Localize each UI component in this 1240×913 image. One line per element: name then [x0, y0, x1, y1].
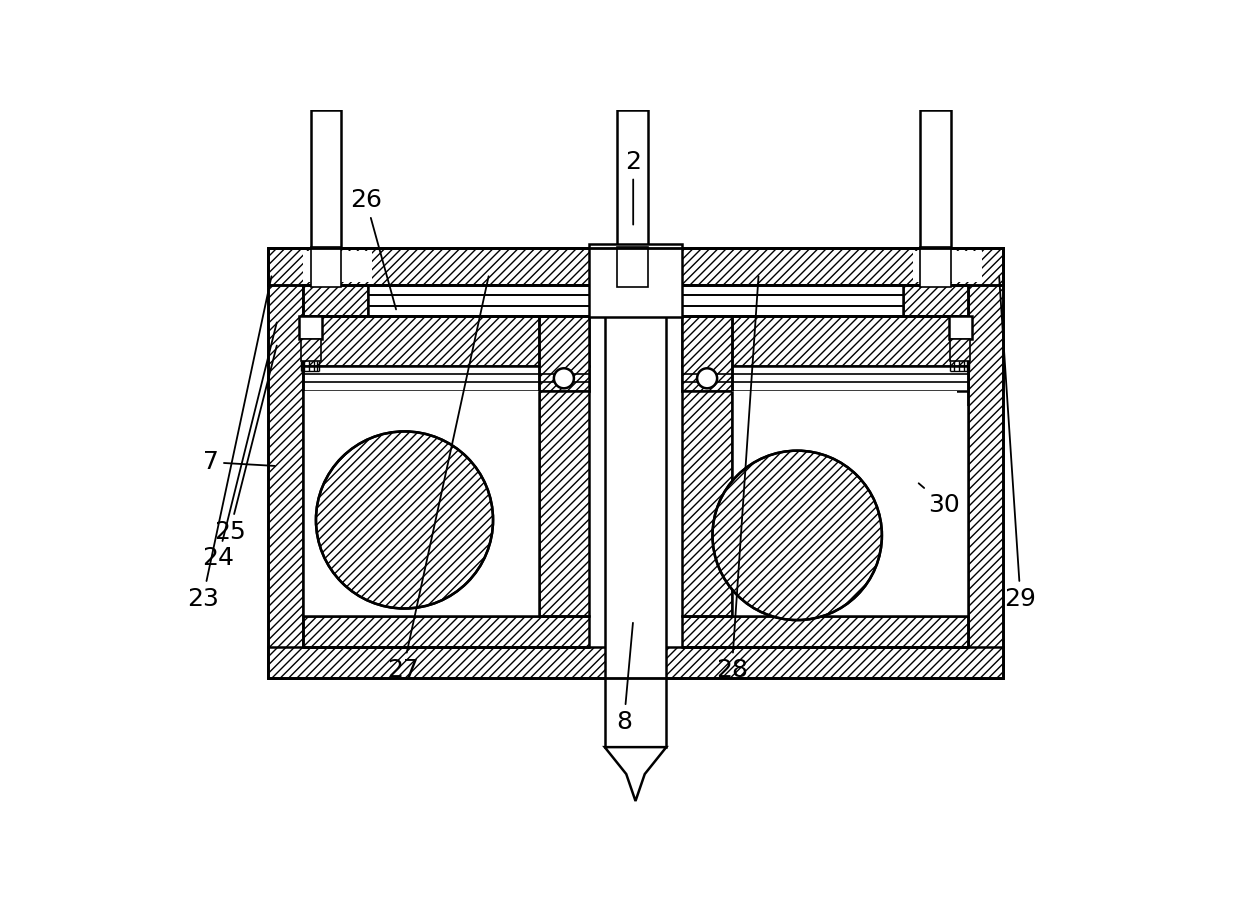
Bar: [303, 285, 968, 316]
Bar: [920, 247, 951, 287]
Bar: [268, 647, 1003, 677]
Bar: [303, 316, 589, 366]
Bar: [310, 247, 341, 287]
Bar: [303, 366, 589, 391]
Bar: [303, 251, 372, 282]
Text: 2: 2: [625, 150, 641, 225]
Bar: [589, 244, 682, 318]
Text: 30: 30: [919, 483, 960, 517]
Bar: [605, 316, 666, 747]
Bar: [299, 316, 322, 339]
Text: 25: 25: [213, 345, 277, 543]
Bar: [920, 110, 951, 248]
Circle shape: [713, 451, 882, 620]
Bar: [605, 251, 675, 282]
Text: 29: 29: [999, 277, 1037, 611]
Bar: [539, 366, 589, 391]
Text: 26: 26: [350, 188, 396, 310]
Bar: [300, 339, 321, 361]
Bar: [368, 285, 903, 316]
Bar: [618, 247, 647, 287]
Text: 27: 27: [387, 277, 489, 682]
Text: 7: 7: [202, 450, 275, 474]
Bar: [682, 316, 968, 366]
Bar: [618, 110, 647, 248]
Bar: [950, 339, 971, 361]
Bar: [268, 248, 303, 677]
Bar: [913, 251, 982, 282]
Bar: [268, 248, 1003, 677]
Bar: [303, 391, 539, 616]
Bar: [903, 285, 968, 316]
Bar: [682, 616, 968, 647]
Bar: [949, 316, 972, 339]
Bar: [682, 316, 732, 391]
Text: 24: 24: [202, 322, 277, 571]
Bar: [303, 285, 368, 316]
Text: 8: 8: [616, 623, 632, 734]
Circle shape: [554, 368, 574, 388]
Circle shape: [316, 432, 494, 609]
Bar: [968, 248, 1003, 677]
Text: 23: 23: [187, 277, 272, 611]
Text: 28: 28: [715, 277, 759, 682]
Bar: [539, 316, 589, 391]
Bar: [732, 391, 968, 616]
Polygon shape: [605, 747, 666, 801]
Bar: [732, 406, 968, 616]
Bar: [303, 616, 589, 647]
Bar: [310, 110, 341, 248]
Bar: [732, 391, 956, 616]
Bar: [539, 391, 589, 616]
Bar: [268, 248, 1003, 285]
Bar: [682, 366, 968, 391]
Bar: [682, 391, 732, 616]
Bar: [268, 248, 1003, 285]
Circle shape: [697, 368, 717, 388]
